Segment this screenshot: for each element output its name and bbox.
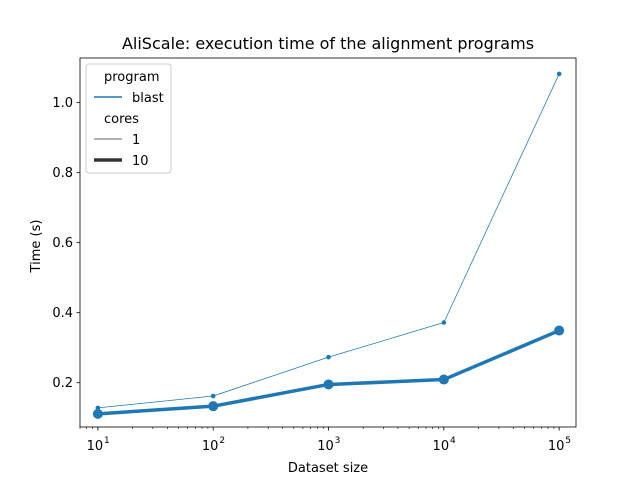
data-point-cores-1 <box>441 320 447 325</box>
x-tick-label: 10 <box>548 439 565 454</box>
ticks-layer: 0.20.40.60.81.010 1 10 2 10 3 10 4 10 5 <box>52 96 571 454</box>
data-point-cores-1 <box>326 354 331 360</box>
data-point-cores-1 <box>210 393 216 399</box>
x-tick-label-exponent: 5 <box>565 436 571 446</box>
x-tick-label-exponent: 4 <box>450 436 456 446</box>
x-axis-label: Dataset size <box>288 461 368 476</box>
y-tick-label: 0.6 <box>52 236 73 251</box>
data-point-cores-1 <box>556 71 562 77</box>
data-point-cores-10 <box>208 401 219 412</box>
legend-label-cores-10: 10 <box>132 154 149 169</box>
y-tick-label: 0.4 <box>52 306 73 321</box>
data-point-cores-10 <box>92 408 103 419</box>
legend-box <box>85 63 172 174</box>
y-axis-label: Time (s) <box>29 220 44 274</box>
legend: program blast cores 1 10 <box>85 63 172 174</box>
x-tick-label-exponent: 2 <box>219 436 225 446</box>
x-tick-label-exponent: 3 <box>335 436 341 446</box>
data-point-cores-10 <box>554 325 565 336</box>
x-tick-label: 10 <box>433 439 450 454</box>
legend-title-program: program <box>104 70 160 85</box>
y-tick-label: 1.0 <box>52 96 73 111</box>
chart-title: AliScale: execution time of the alignmen… <box>122 34 534 53</box>
series-layer <box>92 71 565 419</box>
y-tick-label: 0.8 <box>52 166 73 181</box>
x-tick-label: 10 <box>317 439 334 454</box>
data-point-cores-10 <box>323 379 334 390</box>
x-tick-label: 10 <box>87 439 104 454</box>
legend-label-blast: blast <box>132 91 164 106</box>
x-tick-label-exponent: 1 <box>104 436 110 446</box>
x-tick-label: 10 <box>202 439 219 454</box>
data-point-cores-10 <box>438 374 449 385</box>
y-tick-label: 0.2 <box>52 376 73 391</box>
legend-title-cores: cores <box>104 112 139 127</box>
legend-label-cores-1: 1 <box>132 133 140 148</box>
plot-frame <box>79 57 577 428</box>
